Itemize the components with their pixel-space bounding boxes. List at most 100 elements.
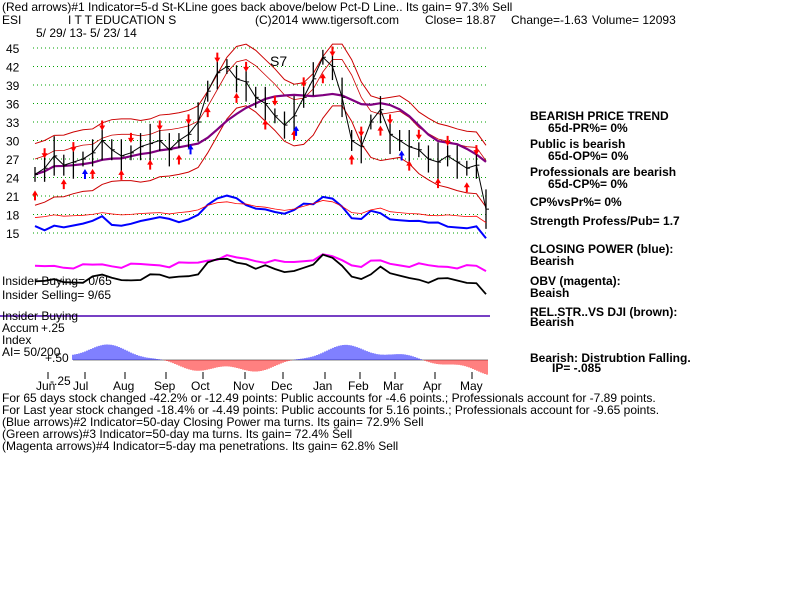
y-tick-label: 15 (6, 227, 20, 241)
y-tick-label: 45 (6, 42, 20, 56)
up-arrow (377, 125, 384, 136)
y-tick-label: 33 (6, 116, 20, 130)
right-panel-item: IP= -.085 (552, 361, 601, 375)
month-label: Jul (73, 379, 88, 393)
up-arrow (89, 168, 96, 179)
up-arrow (293, 125, 300, 136)
footer-line1: For 65 days stock changed -42.2% or -12.… (2, 391, 656, 405)
y-tick-label: 24 (6, 172, 20, 186)
up-arrow (204, 107, 211, 118)
footer-line3: (Blue arrows)#2 Indicator=50-day Closing… (2, 415, 424, 429)
right-panel-item: Strength Profess/Pub= 1.7 (530, 214, 680, 228)
down-arrow (243, 61, 250, 72)
right-panel-item: Bearish (530, 254, 574, 268)
accumulation-histogram (72, 344, 488, 375)
right-panel-item: 65d-CP%= 0% (548, 177, 628, 191)
y-tick-label: 30 (6, 135, 20, 149)
right-panel-item: 65d-PR%= 0% (548, 121, 628, 135)
up-arrow (81, 169, 88, 179)
right-panel-item: CP%vsPr%= 0% (530, 195, 622, 209)
footer-line4: (Green arrows)#3 Indicator=50-day ma tur… (2, 427, 352, 441)
up-arrow (233, 92, 240, 103)
index-label: Index (2, 333, 31, 347)
down-arrow (41, 148, 48, 159)
up-arrow (348, 154, 355, 165)
accum-plus25-label: +.25 (41, 321, 65, 335)
down-arrow (300, 77, 307, 88)
price-line (34, 56, 487, 210)
up-arrow (175, 154, 182, 165)
month-label: Aug (113, 379, 134, 393)
down-arrow (415, 129, 422, 140)
insider-selling-label: Insider Selling= 9/65 (2, 288, 111, 302)
down-arrow (127, 132, 134, 143)
obv-line (34, 253, 487, 272)
up-arrow (187, 144, 194, 155)
month-label: Jun (36, 379, 55, 393)
down-arrow (444, 135, 451, 146)
down-arrow (387, 114, 394, 125)
y-tick-label: 18 (6, 209, 20, 223)
month-label: Dec (271, 379, 292, 393)
up-arrow (60, 179, 67, 190)
up-arrow (398, 150, 405, 161)
down-arrow (271, 95, 278, 106)
month-label: Nov (233, 379, 254, 393)
right-panel-item: Beaish (530, 286, 569, 300)
rel-strength-line (34, 253, 487, 295)
down-arrow (358, 126, 365, 137)
y-tick-label: 27 (6, 153, 20, 167)
up-arrow (262, 119, 269, 130)
month-label: Mar (383, 379, 404, 393)
up-arrow (319, 73, 326, 84)
up-arrow (32, 190, 38, 201)
s7-annotation: S7 (270, 53, 287, 69)
y-tick-label: 21 (6, 190, 20, 204)
cp-ma-line (34, 200, 487, 223)
up-arrow (147, 159, 154, 170)
down-arrow (329, 46, 336, 57)
right-panel-item: CLOSING POWER (blue): (530, 242, 673, 256)
ai-label: AI= 50/200 (2, 345, 61, 359)
month-label: Oct (191, 379, 210, 393)
right-panel-item: OBV (magenta): (530, 274, 621, 288)
down-arrow (185, 114, 192, 125)
footer-line5: (Magenta arrows)#4 Indicator=5-day ma pe… (2, 439, 398, 453)
down-arrow (473, 145, 480, 156)
ticker: ESI (2, 13, 21, 27)
close-value: Close= 18.87 (425, 13, 496, 27)
price-gridlines (33, 47, 488, 234)
down-arrow (99, 120, 106, 131)
volume-value: Volume= 12093 (592, 13, 676, 27)
insider-buying-label: Insider Buying= 0/65 (2, 274, 112, 288)
date-range: 5/ 29/ 13- 5/ 23/ 14 (36, 26, 137, 40)
y-tick-label: 39 (6, 79, 20, 93)
up-arrow (435, 178, 442, 189)
y-tick-label: 42 (6, 61, 20, 75)
signal-arrows (32, 46, 480, 201)
company-name: I T T EDUCATION S (68, 13, 176, 27)
up-arrow (463, 182, 470, 193)
down-arrow (156, 120, 163, 131)
ma50-line (34, 92, 487, 176)
upper-band (34, 43, 487, 146)
down-arrow (70, 142, 77, 153)
change-value: Change=-1.63 (511, 13, 588, 27)
right-panel-item: 65d-OP%= 0% (548, 149, 629, 163)
right-panel-item: Public is bearish (530, 137, 625, 151)
month-label: Apr (423, 379, 442, 393)
month-label: Sep (154, 379, 176, 393)
accum-plus50-label: +.50 (45, 351, 69, 365)
insider-buying-label-2: Insider Buying (2, 309, 78, 323)
copyright: (C)2014 www.tigersoft.com (255, 13, 399, 27)
month-label: Feb (348, 379, 369, 393)
accum-minus25-label: -.25 (50, 374, 71, 388)
up-arrow (406, 160, 413, 171)
indicator-lines (34, 194, 487, 295)
y-tick-label: 36 (6, 98, 20, 112)
down-arrow (214, 52, 221, 63)
closing-power-line (34, 194, 487, 239)
month-axis-labels: Jun Jul Aug Sep Oct Nov Dec Jan Feb Mar Apr May (36, 372, 483, 393)
